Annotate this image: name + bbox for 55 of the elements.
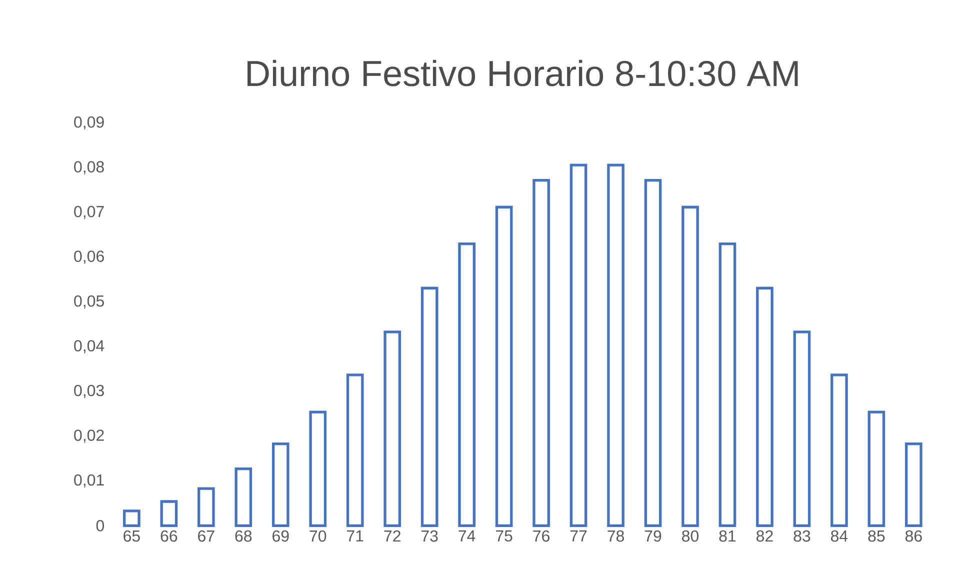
bar <box>234 468 252 528</box>
chart-title: Diurno Festivo Horario 8-10:30 AM <box>248 60 798 86</box>
bar <box>904 442 922 528</box>
x-tick-label: 70 <box>310 530 326 542</box>
x-tick-label: 86 <box>905 530 922 542</box>
bar <box>570 164 588 528</box>
x-tick-label: 80 <box>682 530 699 542</box>
bar <box>607 164 624 528</box>
x-tick-label: 84 <box>830 530 848 542</box>
x-tick-label: 76 <box>533 530 550 542</box>
bar <box>830 374 848 528</box>
x-tick-label: 72 <box>384 530 400 542</box>
y-tick-label: 0,09 <box>74 116 104 130</box>
x-tick-label: 67 <box>198 530 214 542</box>
y-tick-label: 0,01 <box>74 474 104 488</box>
x-tick-label: 74 <box>458 530 476 542</box>
bar <box>458 242 476 528</box>
bar <box>718 242 736 528</box>
bar <box>793 330 811 528</box>
x-tick-label: 65 <box>124 530 140 542</box>
x-tick-label: 81 <box>719 530 736 542</box>
x-tick-label: 78 <box>608 530 624 542</box>
x-tick-label: 79 <box>644 530 662 542</box>
x-tick-label: 66 <box>160 530 178 542</box>
x-tick-label: 83 <box>794 530 810 542</box>
y-tick-label: 0,03 <box>74 384 104 398</box>
bar <box>309 410 327 528</box>
x-tick-label: 82 <box>756 530 773 542</box>
bar <box>644 178 662 528</box>
y-tick-label: 0 <box>96 520 104 532</box>
bar <box>272 442 290 528</box>
x-tick-label: 77 <box>570 530 587 542</box>
bar <box>868 410 886 528</box>
y-tick-label: 0,04 <box>74 340 104 354</box>
bar <box>682 206 699 528</box>
bar <box>756 286 774 528</box>
x-tick-label: 85 <box>868 530 885 542</box>
y-tick-label: 0,07 <box>74 206 104 220</box>
x-tick-label: 73 <box>421 530 438 542</box>
bar <box>384 330 402 528</box>
y-tick-label: 0,05 <box>74 295 104 309</box>
x-tick-label: 71 <box>347 530 364 542</box>
bar <box>160 500 178 528</box>
bar <box>495 206 513 528</box>
x-tick-label: 75 <box>496 530 512 542</box>
bar <box>197 487 215 528</box>
bar <box>532 178 550 528</box>
y-tick-label: 0,06 <box>74 250 104 264</box>
bar <box>123 510 140 528</box>
y-tick-label: 0,02 <box>74 430 104 443</box>
y-tick-label: 0,08 <box>74 161 104 174</box>
bar <box>346 374 364 528</box>
bar <box>420 286 438 528</box>
x-tick-label: 69 <box>272 530 289 542</box>
x-tick-label: 68 <box>235 530 252 542</box>
